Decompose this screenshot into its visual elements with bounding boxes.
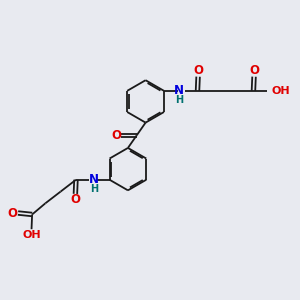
Text: N: N <box>174 84 184 97</box>
Text: O: O <box>249 64 259 77</box>
Text: H: H <box>90 184 98 194</box>
Text: OH: OH <box>22 230 41 240</box>
Text: O: O <box>70 193 80 206</box>
Text: O: O <box>111 129 121 142</box>
Text: OH: OH <box>272 86 290 96</box>
Text: O: O <box>7 206 17 220</box>
Text: O: O <box>193 64 203 77</box>
Text: H: H <box>175 95 183 105</box>
Text: N: N <box>89 173 99 186</box>
